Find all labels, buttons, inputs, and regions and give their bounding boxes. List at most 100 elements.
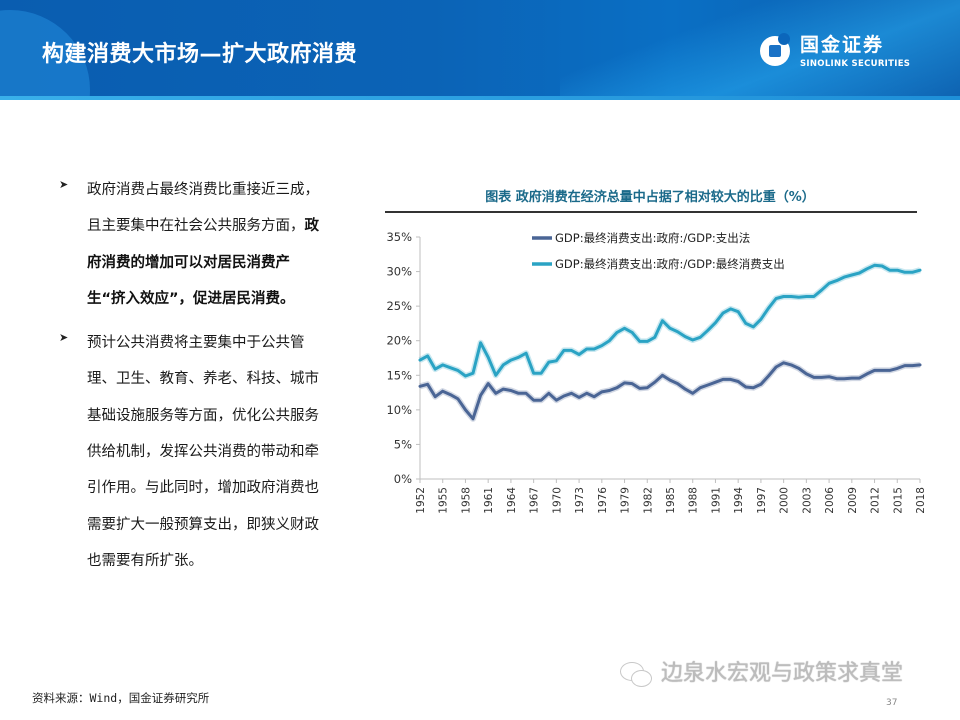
series-1-point (593, 395, 596, 398)
x-tick-label: 1976 (597, 487, 609, 514)
arrow-bullet-icon: ➤ (59, 178, 69, 191)
series-1-point (487, 382, 489, 385)
series-2-point (828, 282, 830, 285)
series-2-point (654, 336, 656, 339)
bullet-list: ➤ 政府消费占最终消费比重接近三成，且主要集中在社会公共服务方面，政府消费的增加… (55, 172, 325, 587)
x-tick-label: 1955 (438, 487, 450, 514)
series-2-point (525, 352, 527, 354)
series-1-point (563, 395, 565, 397)
x-tick-label: 1979 (620, 487, 632, 514)
x-tick-label: 2006 (824, 487, 836, 514)
series-1-point (881, 369, 883, 372)
series-2-point (911, 271, 914, 274)
series-1-point (419, 385, 421, 388)
series-1-point (699, 386, 702, 389)
series-1-point (661, 374, 664, 377)
series-1-point (760, 383, 762, 386)
x-tick-label: 2012 (870, 487, 882, 514)
series-1-point (820, 376, 823, 379)
company-logo: 国金证券 SINOLINK SECURITIES (760, 33, 940, 74)
series-2-point (866, 268, 868, 270)
y-tick-label: 0% (394, 472, 412, 486)
series-2-point (434, 368, 436, 370)
series-2-point (555, 359, 558, 362)
series-1-point (464, 409, 467, 411)
series-1-point (813, 376, 815, 379)
series-2-point (722, 312, 724, 314)
x-tick-label: 1997 (756, 487, 768, 514)
header-divider (0, 96, 960, 100)
x-tick-label: 1952 (415, 487, 427, 514)
x-tick-label: 2015 (892, 487, 904, 514)
series-1-point (828, 375, 830, 378)
series-2-point (472, 372, 474, 375)
x-tick-label: 2000 (779, 487, 791, 514)
x-tick-label: 1985 (665, 487, 677, 514)
series-2-point (896, 269, 899, 271)
series-1-point (525, 392, 527, 395)
series-2-point (563, 349, 565, 352)
series-2-point (449, 366, 452, 369)
series-2-point (820, 289, 823, 292)
series-2-point (487, 356, 489, 359)
series-2-point (547, 361, 550, 363)
series-1-point (691, 392, 694, 395)
series-1-point (669, 379, 671, 381)
series-2-point (851, 274, 853, 276)
series-1-point (631, 382, 633, 385)
x-tick-label: 1964 (506, 487, 518, 514)
series-1-point (866, 373, 868, 375)
x-tick-label: 1958 (460, 487, 472, 514)
series-2-point (441, 364, 444, 366)
x-tick-label: 1967 (529, 487, 541, 514)
series-1-point (638, 387, 641, 390)
series-2-point (707, 329, 709, 332)
series-1-point (904, 364, 906, 367)
y-tick-label: 10% (386, 403, 412, 417)
series-2-point (494, 374, 497, 377)
series-2-point (699, 336, 702, 339)
series-2-point (760, 318, 762, 321)
series-2-line (418, 263, 922, 378)
series-2-point (714, 321, 717, 324)
watermark: 边泉水宏观与政策求真堂 (620, 660, 903, 688)
series-2-point (888, 269, 891, 271)
series-2-point (623, 327, 626, 330)
series-2-point (737, 310, 739, 313)
series-1-point (919, 364, 921, 366)
series-1-point (646, 386, 649, 389)
logo-chinese-name: 国金证券 (800, 34, 885, 56)
bullet-text: 预计公共消费将主要集中于公共管理、卫生、教育、养老、科技、城市基础设施服务等方面… (87, 335, 319, 569)
wechat-icon (620, 662, 654, 687)
series-1-point (729, 378, 732, 381)
series-1-point (737, 380, 739, 383)
series-2-point (540, 372, 543, 375)
series-1-point (555, 399, 558, 401)
series-2-point (835, 279, 838, 282)
series-2-point (873, 264, 876, 267)
legend-label-2: GDP:最终消费支出:政府:/GDP:最终消费支出 (555, 257, 785, 271)
series-1-point (472, 418, 474, 420)
series-2-point (502, 364, 505, 366)
series-2-point (608, 339, 611, 342)
series-2-point (805, 295, 808, 298)
y-tick-label: 30% (386, 265, 412, 279)
series-1-point (623, 382, 626, 384)
series-2-point (843, 276, 846, 278)
series-1-point (752, 386, 755, 389)
series-2-point (790, 295, 793, 298)
series-2-point (578, 353, 580, 356)
chart-axes: 0% 5% 10% 15% 20% 25% 30% 35% 1952 1955 1958 1961 19… (386, 230, 927, 514)
series-1-point (441, 390, 444, 392)
x-tick-label: 2018 (915, 487, 927, 514)
source-note: 资料来源：Wind，国金证券研究所 (32, 691, 210, 705)
series-1-point (684, 388, 686, 390)
watermark-text: 边泉水宏观与政策求真堂 (661, 661, 904, 686)
x-tick-label: 1982 (642, 487, 654, 514)
chart-title-rule (385, 211, 917, 213)
series-2-point (426, 355, 429, 357)
y-tick-label: 25% (386, 299, 412, 313)
series-2-point (904, 271, 906, 274)
x-tick-label: 2003 (801, 487, 813, 514)
x-tick-label: 1961 (483, 487, 495, 514)
